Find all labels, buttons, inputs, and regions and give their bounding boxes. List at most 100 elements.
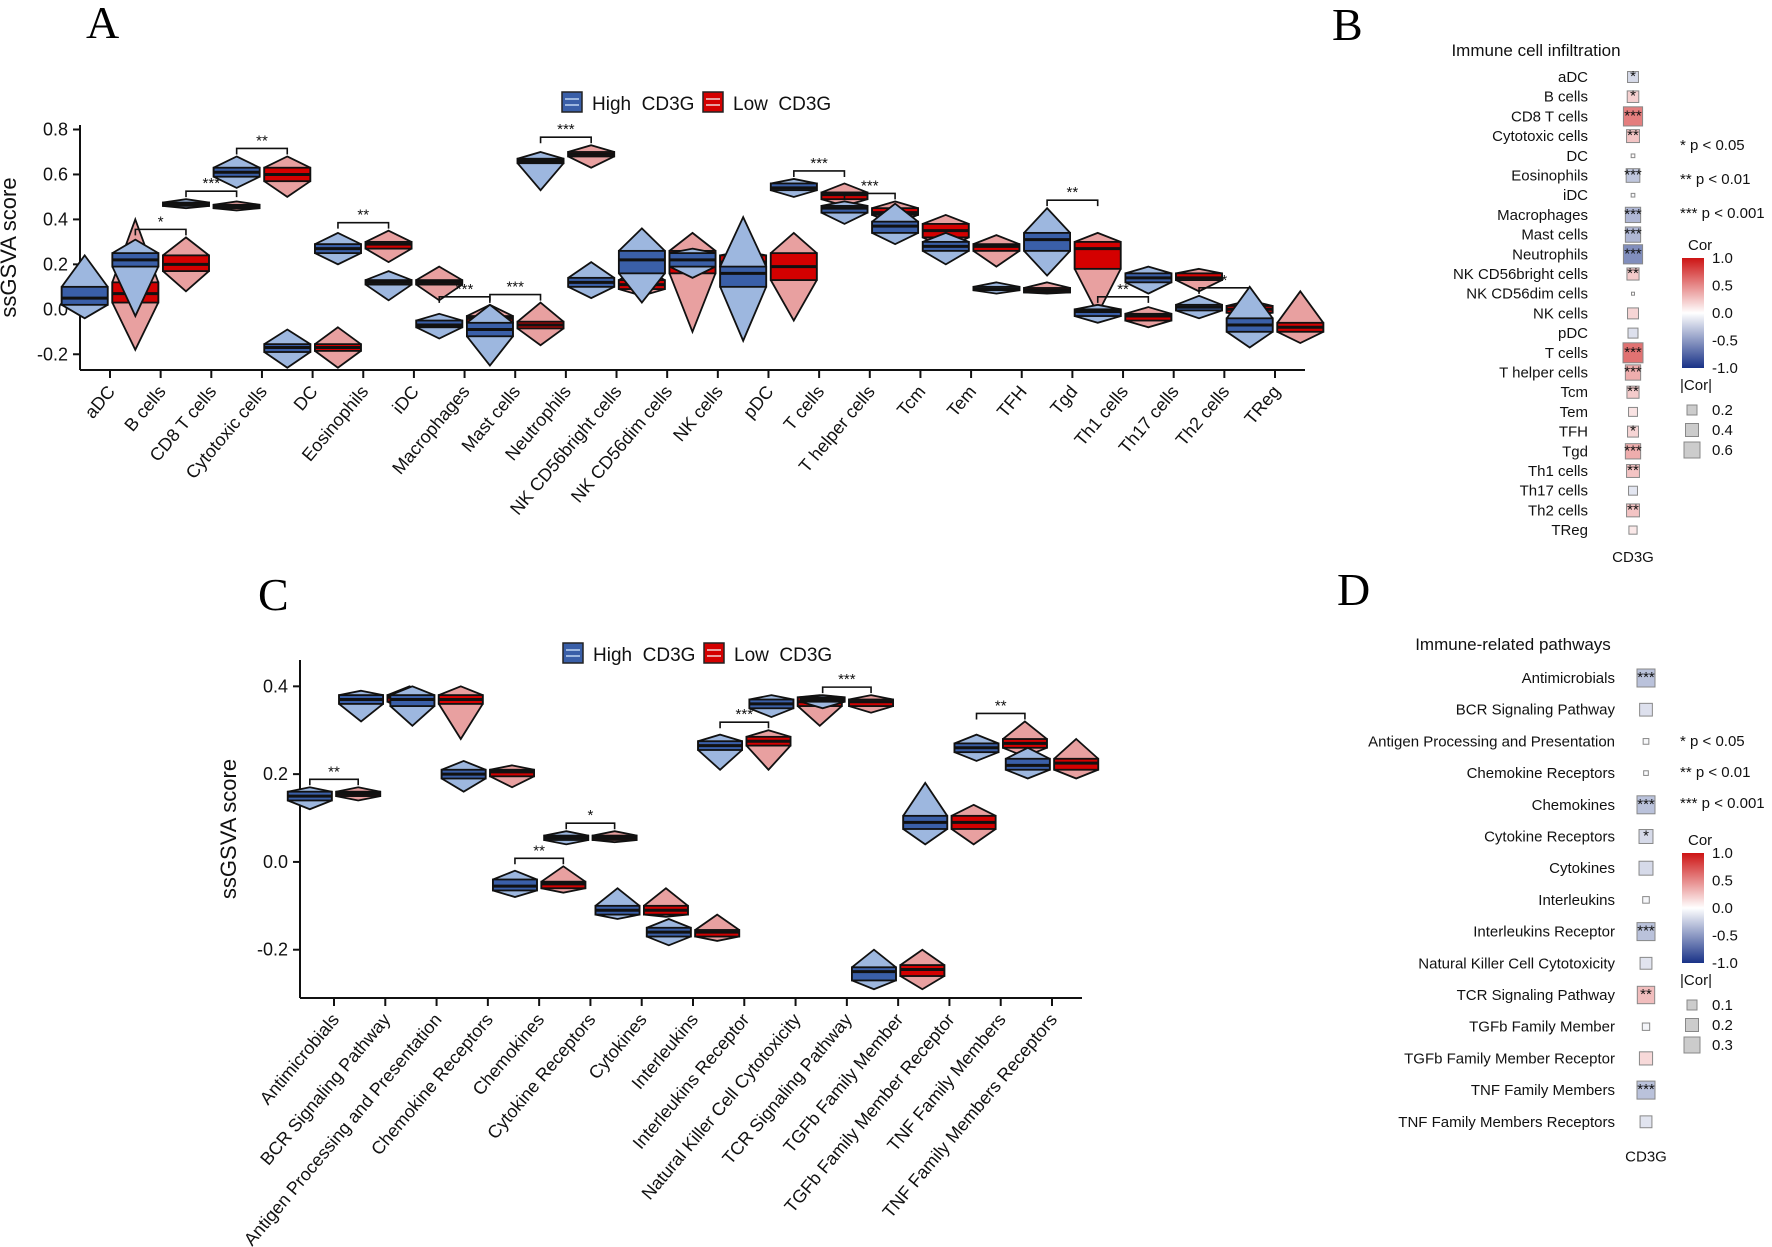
row-label: CD8 T cells	[1511, 108, 1588, 125]
color-legend-title: Cor	[1688, 237, 1712, 254]
correlation-cell	[1624, 443, 1642, 460]
significance-label: ***	[736, 706, 754, 723]
panel-label-d: D	[1337, 564, 1370, 615]
legend-low-swatch-icon	[702, 91, 724, 113]
row-label: NK CD56bright cells	[1453, 266, 1588, 283]
cell-significance: **	[1627, 462, 1639, 479]
correlation-cell	[1631, 291, 1635, 296]
cell-significance: ***	[1624, 226, 1642, 243]
violin-high	[902, 781, 949, 846]
x-tick-label: Th2 cells	[1172, 382, 1234, 450]
violin-high	[364, 270, 413, 302]
cell-significance: ***	[1637, 1081, 1655, 1098]
cell-significance: *	[1630, 423, 1636, 440]
column-label: CD3G	[1612, 549, 1654, 566]
color-bar-tick-label: 1.0	[1712, 845, 1733, 862]
color-legend-title: Cor	[1688, 832, 1712, 849]
correlation-cell	[1638, 1051, 1654, 1066]
cell-significance: ***	[1624, 206, 1642, 223]
significance-label: **	[533, 842, 545, 859]
color-bar	[1682, 258, 1704, 368]
size-legend-swatch	[1683, 1036, 1701, 1054]
cell-significance: ***	[1624, 245, 1642, 262]
row-label: Tcm	[1561, 384, 1589, 401]
row-label: Antigen Processing and Presentation	[1368, 733, 1615, 750]
x-tick-label: TReg	[1240, 382, 1284, 429]
color-bar	[1682, 853, 1704, 963]
correlation-cell	[1627, 425, 1639, 438]
correlation-cell	[1626, 385, 1640, 399]
legend-high-label: High CD3G	[592, 94, 694, 115]
color-bar-tick-label: -0.5	[1712, 928, 1738, 945]
cell-significance: ***	[1624, 107, 1642, 124]
row-label: Cytokine Receptors	[1484, 829, 1615, 846]
cell-significance: ***	[1637, 796, 1655, 813]
legend-high-swatch-icon	[561, 91, 583, 113]
row-label: iDC	[1563, 187, 1588, 204]
size-legend-swatch	[1686, 999, 1698, 1011]
significance-label: ***	[557, 121, 575, 138]
size-legend-title: |Cor|	[1680, 377, 1712, 394]
significance-label: ***	[838, 671, 856, 688]
cell-significance: *	[1630, 68, 1636, 85]
color-bar-tick-label: 0.0	[1712, 305, 1733, 322]
correlation-cell	[1626, 129, 1640, 144]
cell-significance: ***	[1624, 364, 1642, 381]
row-label: T helper cells	[1499, 365, 1588, 382]
color-bar-tick-label: 0.5	[1712, 873, 1733, 890]
significance-bracket	[1046, 199, 1099, 207]
significance-bracket	[337, 221, 390, 229]
correlation-cell	[1642, 738, 1650, 745]
significance-label: ***	[203, 175, 221, 192]
correlation-plot-b: Immune cell infiltration aDC * B cells * CD8 …	[1451, 41, 1764, 566]
size-legend-label: 0.2	[1712, 402, 1733, 419]
row-label: pDC	[1558, 325, 1588, 342]
significance-bracket	[489, 293, 542, 301]
row-label: Chemokine Receptors	[1467, 765, 1615, 782]
cell-significance: ***	[1637, 669, 1655, 686]
panel-label-c: C	[258, 569, 289, 620]
correlation-cell	[1642, 896, 1650, 904]
violin-high	[697, 733, 743, 771]
significance-label: ***	[506, 279, 524, 296]
y-tick-label: -0.2	[257, 940, 288, 960]
correlation-cell	[1626, 503, 1640, 518]
correlation-cell	[1622, 106, 1644, 127]
row-label: Antimicrobials	[1522, 670, 1615, 687]
correlation-cell	[1639, 956, 1653, 970]
row-label: DC	[1566, 148, 1588, 165]
x-tick-label: aDC	[81, 382, 119, 422]
row-label: TNF Family Members Receptors	[1398, 1114, 1615, 1131]
correlation-cell	[1627, 307, 1639, 320]
significance-label: **	[357, 207, 369, 224]
correlation-cell	[1626, 267, 1640, 281]
correlation-cell	[1636, 1080, 1656, 1100]
correlation-cell	[1630, 153, 1636, 159]
row-label: Eosinophils	[1511, 168, 1588, 185]
x-tick-label: Tem	[943, 382, 980, 421]
violin-low	[1276, 289, 1325, 345]
significance-label: ***	[861, 177, 879, 194]
x-tick-label: DC	[290, 382, 322, 415]
x-tick-label: B cells	[120, 382, 169, 435]
correlation-cell	[1628, 406, 1638, 417]
legend-high-swatch-icon	[562, 642, 584, 664]
color-bar-tick-label: 0.0	[1712, 900, 1733, 917]
row-label: Chemokines	[1532, 797, 1615, 814]
color-bar-tick-label: -1.0	[1712, 360, 1738, 377]
legend-low-label: Low CD3G	[733, 94, 831, 115]
correlation-cell	[1630, 192, 1636, 198]
correlation-cell	[1638, 829, 1654, 844]
size-legend-swatch	[1686, 404, 1698, 416]
y-axis-title: ssGSVA score	[0, 177, 21, 317]
y-tick-label: 0.8	[43, 119, 68, 139]
correlation-cell	[1627, 71, 1639, 83]
panel-label-a: A	[86, 0, 119, 48]
cell-significance: ***	[1624, 167, 1642, 184]
legend-a: High CD3G Low CD3G	[561, 91, 831, 115]
y-tick-label: -0.2	[37, 344, 68, 364]
panel-label-b: B	[1332, 0, 1363, 50]
